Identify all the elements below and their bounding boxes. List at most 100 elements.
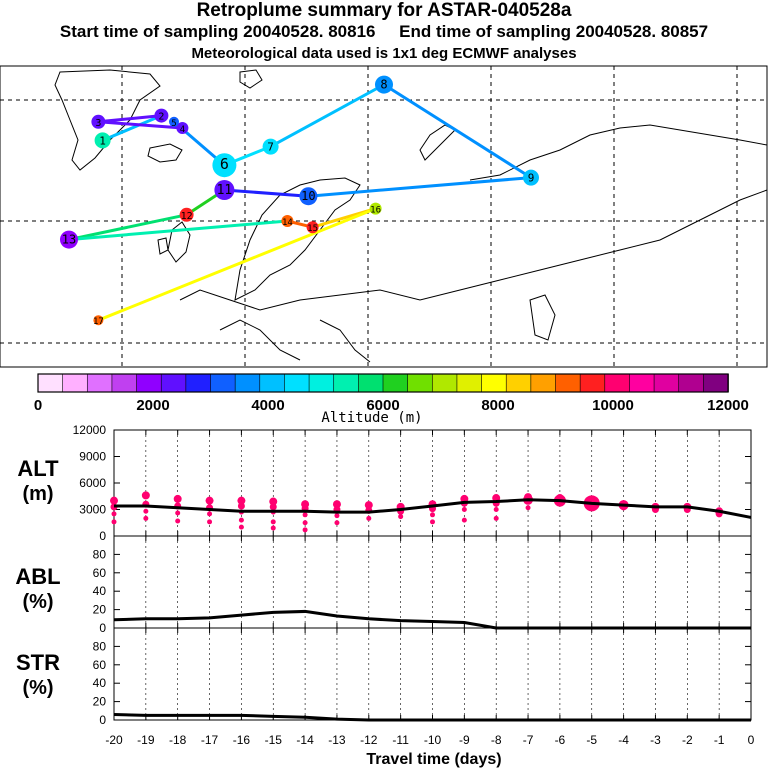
page-title: Retroplume summary for ASTAR-040528a [196,0,572,21]
abl-line [113,609,751,630]
map-gridlines [0,66,767,367]
colorbar-swatch [358,373,384,393]
plume-track-segment [68,213,187,242]
alt-plume-point [237,496,246,505]
alt-plume-point [141,491,150,500]
colorbar-swatch [555,373,581,393]
y-tick-label: 60 [93,658,107,672]
plume-track-segment [68,219,288,242]
y-tick-label: 6000 [79,476,106,490]
plume-dot [212,153,237,178]
altitude-colorbar: 0 2000 4000 6000 8000 10000 12000 [34,373,749,414]
plume-dot [60,230,78,249]
x-tick-label: -12 [360,733,378,747]
colorbar-swatch [530,373,557,393]
plume-track-segment [308,176,532,198]
colorbar-swatch [62,373,89,393]
colorbar-swatch [234,373,261,393]
plume-dot [91,114,106,129]
alt-panel: ALT (m) [17,429,752,537]
alt-plume-point [111,511,117,517]
str-panel: STR (%) [16,627,752,721]
plume-dot-label: 5 [171,119,176,129]
x-tick-label: -3 [650,733,661,747]
alt-plume-point [525,505,531,511]
colorbar-swatch [481,373,508,393]
plume-dot [299,187,318,206]
alt-plume-point [175,510,181,516]
str-title: STR [16,650,60,675]
x-tick-label: -11 [392,733,409,747]
y-tick-label: 40 [93,676,107,690]
alt-plume-point [269,497,278,506]
plume-dot [93,315,104,326]
plume-track-segment [98,120,183,130]
x-tick-label: -4 [618,733,629,747]
x-tick-label: -2 [682,733,693,747]
x-tick-label: -1 [714,733,725,747]
alt-plume-point [207,519,213,525]
x-tick-label: -13 [328,733,346,747]
x-tick-label: -5 [586,733,597,747]
colorbar-swatch [703,373,729,393]
alt-plume-point [430,512,435,518]
colorbar-swatch [431,373,458,393]
y-tick-label: 9000 [79,450,106,464]
alt-plume-point [302,527,308,533]
alt-plume-point [238,517,244,523]
y-tick-label: 80 [93,547,107,561]
alt-plume-point [493,515,499,521]
alt-plume-point [205,496,214,505]
colorbar-tick-label: 8000 [481,397,514,414]
alt-plume-point [143,515,149,521]
map-frame [0,65,768,368]
alt-plume-point [364,501,373,510]
x-tick-label: -10 [424,733,442,747]
plume-track-segment [98,114,162,124]
plume-dot-label: 14 [282,218,293,228]
colorbar-swatch [259,373,286,393]
colorbar-swatch [308,373,335,393]
colorbar-swatch [678,373,705,393]
y-tick-label: 20 [93,603,107,617]
x-tick-label: -6 [555,733,566,747]
colorbar-swatch [136,373,163,393]
alt-mean-line [114,498,752,519]
plume-dot [369,202,382,215]
x-tick-label: -8 [491,733,502,747]
alt-plume-point [398,514,404,520]
plume-dot [169,116,179,127]
x-tick-label: -20 [105,733,123,747]
plume-dot-label: 15 [307,224,318,234]
plume-dot [375,75,393,94]
plume-track-segment [269,83,385,148]
str-ylabel: (%) [22,677,53,699]
str-line [113,712,751,722]
plume-dot [214,180,235,200]
y-tick-label: 0 [99,713,106,727]
alt-plume-point [238,524,244,530]
colorbar-tick-label: 2000 [136,397,169,414]
alt-plume-point [430,519,435,525]
x-tick-label: -9 [459,733,470,747]
colorbar-swatch [604,373,631,393]
alt-ylabel: (m) [22,483,53,505]
met-data-note: Meteorological data used is 1x1 deg ECMW… [191,45,577,62]
plume-dot-label: 17 [93,317,104,327]
abl-title: ABL [15,564,60,589]
plume-dot-label: 13 [62,233,76,247]
plume-dot-label: 6 [220,155,229,173]
alt-plume-point [461,507,467,512]
alt-plume-point [366,515,372,521]
colorbar-swatch [629,373,655,393]
y-tick-label: 12000 [73,423,107,437]
plume-dot-label: 3 [95,118,101,129]
plume-dot [176,122,189,134]
alt-plume-point [332,500,341,509]
alt-plume-point [143,508,149,514]
colorbar-swatch [505,373,532,393]
plume-track-segment [102,114,162,142]
plume-track-segment [224,188,309,198]
colorbar-swatch [407,373,434,393]
